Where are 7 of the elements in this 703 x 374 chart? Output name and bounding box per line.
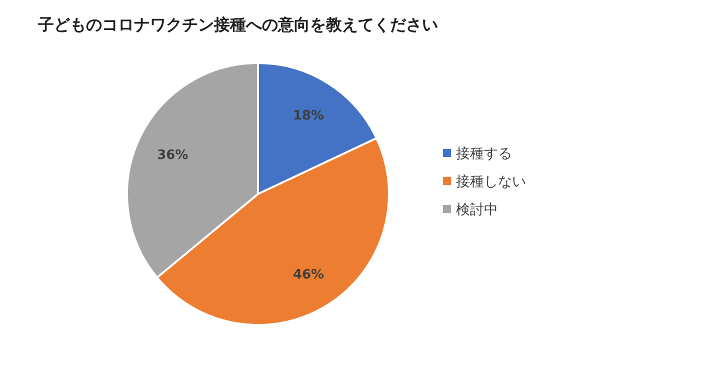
legend-label: 接種しない [456, 174, 526, 190]
data-label: 18% [292, 108, 324, 124]
legend-label: 検討中 [456, 202, 498, 218]
legend-label: 接種する [456, 146, 512, 162]
chart-title: 子どものコロナワクチン接種への意向を教えてください [37, 15, 438, 34]
data-label: 36% [157, 148, 188, 163]
data-label: 46% [292, 268, 324, 283]
